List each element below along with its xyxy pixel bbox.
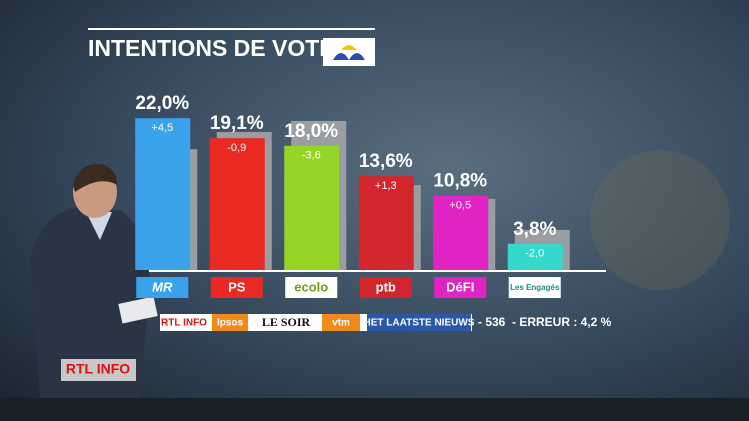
source-label: vtm [332, 318, 350, 329]
source-label: LE SOIR [262, 315, 311, 329]
blur-shape [590, 150, 730, 290]
bar [284, 145, 340, 270]
source-box [367, 314, 471, 331]
category-label: ecolo [294, 279, 328, 294]
error-note: - ERREUR : 4,2 % [512, 315, 612, 329]
category-label: ptb [376, 279, 396, 294]
bar [507, 243, 563, 270]
bar [135, 118, 191, 270]
flag-iris [333, 53, 365, 60]
floor [0, 398, 749, 421]
category-label: DéFI [446, 279, 474, 294]
source-box [322, 314, 360, 331]
bar [358, 176, 414, 270]
value-label: 18,0% [284, 121, 338, 142]
value-label: 3,8% [513, 219, 556, 240]
channel-logo-box [61, 359, 136, 381]
category-label: Les Engagés [510, 283, 560, 292]
chart-title: INTENTIONS DE VOTE [88, 35, 335, 61]
source-label: Ipsos [217, 318, 244, 329]
value-label: 10,8% [433, 170, 487, 191]
change-label: +4,5 [151, 122, 173, 134]
change-label: -3,6 [302, 150, 321, 162]
sample-note: - 536 [478, 315, 506, 329]
channel-logo: RTL INFO [66, 361, 130, 377]
change-label: +0,5 [449, 199, 471, 211]
party-logo-box [434, 277, 487, 298]
change-label: +1,3 [375, 180, 397, 192]
presenter [30, 164, 158, 398]
bar [433, 195, 489, 270]
change-label: -2,0 [525, 248, 544, 260]
category-label: PS [228, 279, 246, 294]
bar [209, 138, 265, 270]
value-label: 19,1% [210, 113, 264, 134]
sources: RTL INFO Ipsos LE SOIR vtm HET LAATSTE NIEUW… [160, 314, 612, 331]
value-label: 22,0% [135, 93, 189, 114]
party-logo-box [136, 277, 189, 298]
change-label: -0,9 [227, 142, 246, 154]
party-logo-box [210, 277, 263, 298]
flag-box [323, 38, 375, 66]
category-label: MR [152, 279, 173, 294]
party-logo-box [508, 277, 561, 298]
flag-iris [341, 45, 357, 50]
source-box [212, 314, 248, 331]
party-logo-box [285, 277, 338, 298]
value-label: 13,6% [359, 151, 413, 172]
source-label: HET LAATSTE NIEUWS [364, 318, 475, 329]
source-label: RTL INFO [161, 318, 207, 329]
party-logo-box [359, 277, 412, 298]
